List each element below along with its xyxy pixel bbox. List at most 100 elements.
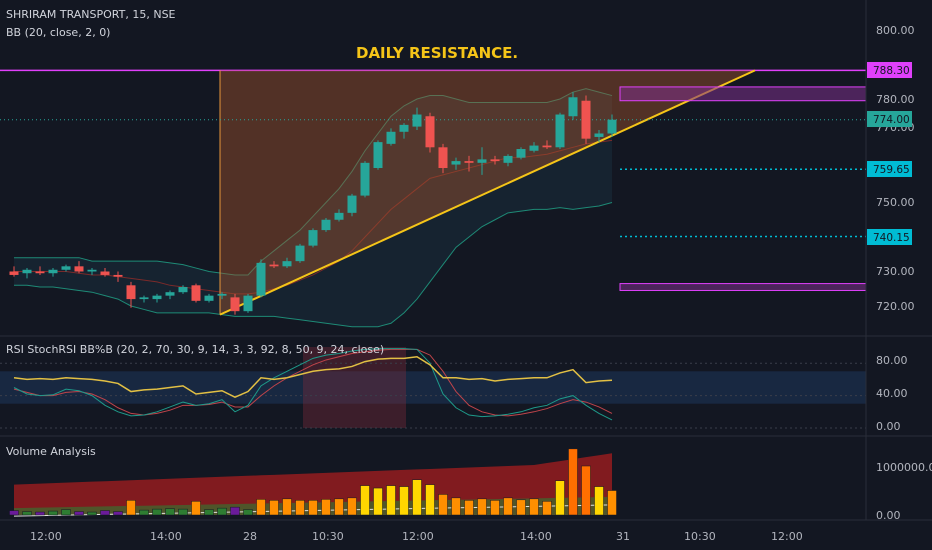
time-label: 12:00 xyxy=(771,530,803,543)
candle xyxy=(373,142,383,168)
bb-indicator-legend[interactable]: BB (20, close, 2, 0) xyxy=(6,26,110,39)
price-pane[interactable] xyxy=(0,69,867,328)
volume-bar xyxy=(165,508,175,516)
demand-zone xyxy=(619,283,867,291)
candle xyxy=(399,124,409,132)
supply-zone xyxy=(619,86,867,102)
volume-bar xyxy=(126,500,136,516)
svg-text:774.00: 774.00 xyxy=(873,114,910,126)
candle xyxy=(321,219,331,231)
volume-bar xyxy=(61,509,71,516)
bollinger-lower-line xyxy=(14,202,613,328)
volume-bar xyxy=(386,485,396,516)
candle xyxy=(87,269,97,272)
rsi-band xyxy=(0,371,866,404)
volume-pane[interactable] xyxy=(9,448,617,517)
annotation-title[interactable]: DAILY RESISTANCE. xyxy=(356,44,518,62)
candle xyxy=(165,292,175,296)
candle xyxy=(48,269,58,274)
volume-bar xyxy=(555,480,565,516)
volume-bar xyxy=(412,479,422,516)
volume-bar xyxy=(295,500,305,516)
candle xyxy=(35,271,45,274)
volume-bar xyxy=(178,508,188,516)
volume-bar xyxy=(399,486,409,516)
rsi-pane[interactable] xyxy=(0,347,866,429)
candle xyxy=(438,147,448,168)
time-label: 10:30 xyxy=(684,530,716,543)
svg-text:759.65: 759.65 xyxy=(873,164,910,176)
time-label: 10:30 xyxy=(312,530,344,543)
candle xyxy=(178,287,188,293)
candle xyxy=(74,266,84,272)
volume-bar xyxy=(568,448,578,516)
candle xyxy=(295,245,305,262)
stoch-d-line xyxy=(13,348,613,417)
bollinger-upper-line xyxy=(14,88,613,276)
volume-bar xyxy=(35,511,45,516)
volume-indicator-legend[interactable]: Volume Analysis xyxy=(6,445,96,458)
price-tick: 730.00 xyxy=(876,265,915,278)
volume-bar xyxy=(503,497,513,516)
rsi-tick: 80.00 xyxy=(876,354,908,367)
volume-bar xyxy=(204,509,214,516)
volume-bar xyxy=(217,507,227,516)
candle xyxy=(516,149,526,158)
volume-tick: 0.00 xyxy=(876,509,901,522)
volume-bar xyxy=(373,487,383,516)
candle xyxy=(230,297,240,312)
candle xyxy=(152,295,162,300)
rsi-overbought-highlight xyxy=(303,347,406,428)
price-tick: 720.00 xyxy=(876,300,915,313)
candle xyxy=(464,161,474,163)
candle xyxy=(139,297,149,300)
volume-bar xyxy=(594,486,604,516)
volume-bar xyxy=(464,500,474,516)
volume-axis[interactable]: 1000000.00 0.00 xyxy=(876,461,932,522)
candle xyxy=(503,155,513,163)
volume-bar xyxy=(74,511,84,516)
rsi-indicator-legend[interactable]: RSI StochRSI BB%B (20, 2, 70, 30, 9, 14,… xyxy=(6,343,384,356)
candle xyxy=(113,274,123,277)
candle xyxy=(61,266,71,270)
volume-bar xyxy=(529,498,539,516)
time-label: 12:00 xyxy=(402,530,434,543)
candle xyxy=(217,293,227,296)
time-label: 28 xyxy=(243,530,257,543)
candle xyxy=(542,145,552,148)
candle xyxy=(100,271,110,275)
volume-bar xyxy=(113,511,123,516)
candle xyxy=(243,295,253,312)
volume-bar xyxy=(100,510,110,516)
candle xyxy=(191,285,201,301)
volume-bar xyxy=(230,506,240,516)
time-axis[interactable]: 12:00 14:00 28 10:30 12:00 14:00 31 10:3… xyxy=(30,530,803,543)
volume-bar xyxy=(191,501,201,516)
rsi-axis[interactable]: 80.00 40.00 0.00 xyxy=(876,354,908,433)
volume-bar xyxy=(152,508,162,516)
candle xyxy=(126,285,136,300)
volume-bar xyxy=(438,494,448,516)
candle xyxy=(490,159,500,162)
time-label: 14:00 xyxy=(150,530,182,543)
volume-bar xyxy=(516,499,526,516)
candle xyxy=(347,195,357,213)
volume-bar xyxy=(542,501,552,516)
bollinger-band-fill xyxy=(14,88,612,327)
price-tick: 750.00 xyxy=(876,196,915,209)
price-tag-last: 774.00 xyxy=(867,111,912,127)
rsi-tick: 40.00 xyxy=(876,387,908,400)
candle xyxy=(334,212,344,220)
candle xyxy=(594,133,604,137)
candle xyxy=(581,100,591,139)
price-tick: 780.00 xyxy=(876,93,915,106)
volume-bar xyxy=(87,511,97,516)
candle xyxy=(607,119,617,134)
price-tag-resistance: 788.30 xyxy=(867,62,912,78)
candle xyxy=(477,159,487,163)
volume-bar xyxy=(334,498,344,516)
symbol-legend[interactable]: SHRIRAM TRANSPORT, 15, NSE xyxy=(6,8,176,21)
rsi-line xyxy=(13,355,613,399)
volume-bar xyxy=(308,500,318,516)
